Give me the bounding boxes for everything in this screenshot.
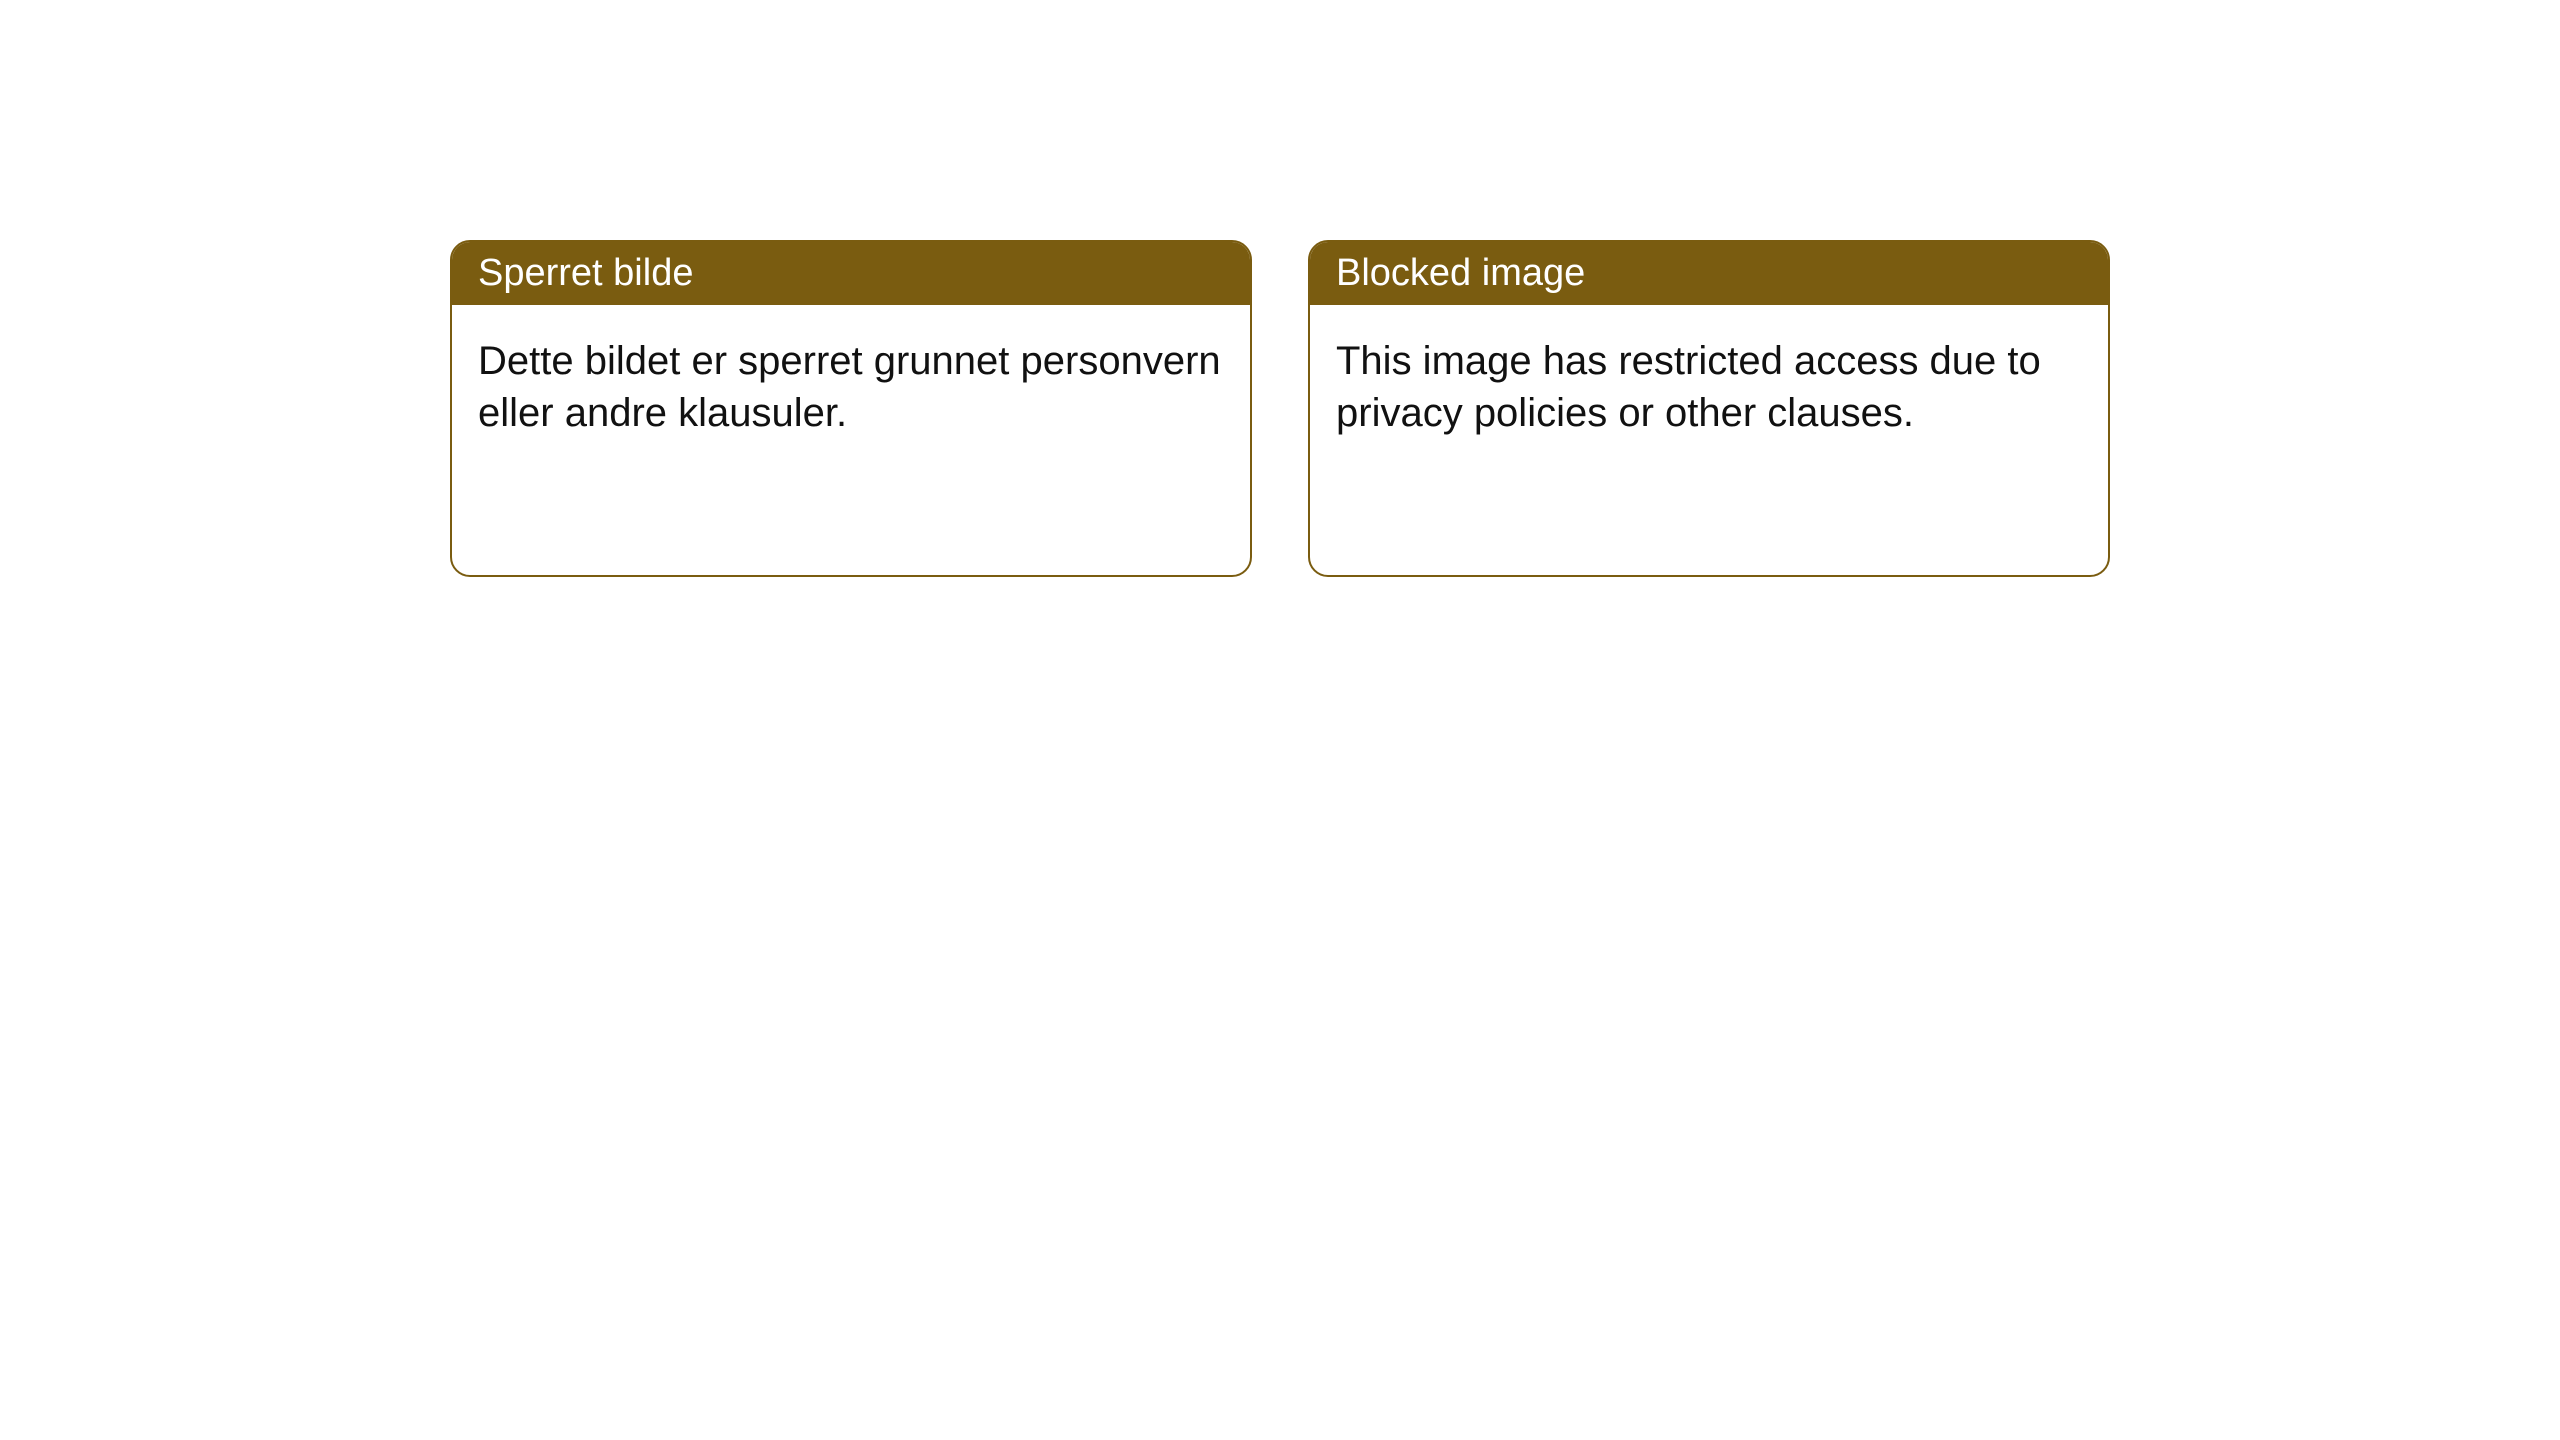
card-body: This image has restricted access due to … bbox=[1310, 305, 2108, 575]
card-body: Dette bildet er sperret grunnet personve… bbox=[452, 305, 1250, 575]
blocked-image-card-en: Blocked image This image has restricted … bbox=[1308, 240, 2110, 577]
card-header: Sperret bilde bbox=[452, 242, 1250, 305]
cards-container: Sperret bilde Dette bildet er sperret gr… bbox=[0, 0, 2560, 577]
card-header: Blocked image bbox=[1310, 242, 2108, 305]
blocked-image-card-no: Sperret bilde Dette bildet er sperret gr… bbox=[450, 240, 1252, 577]
